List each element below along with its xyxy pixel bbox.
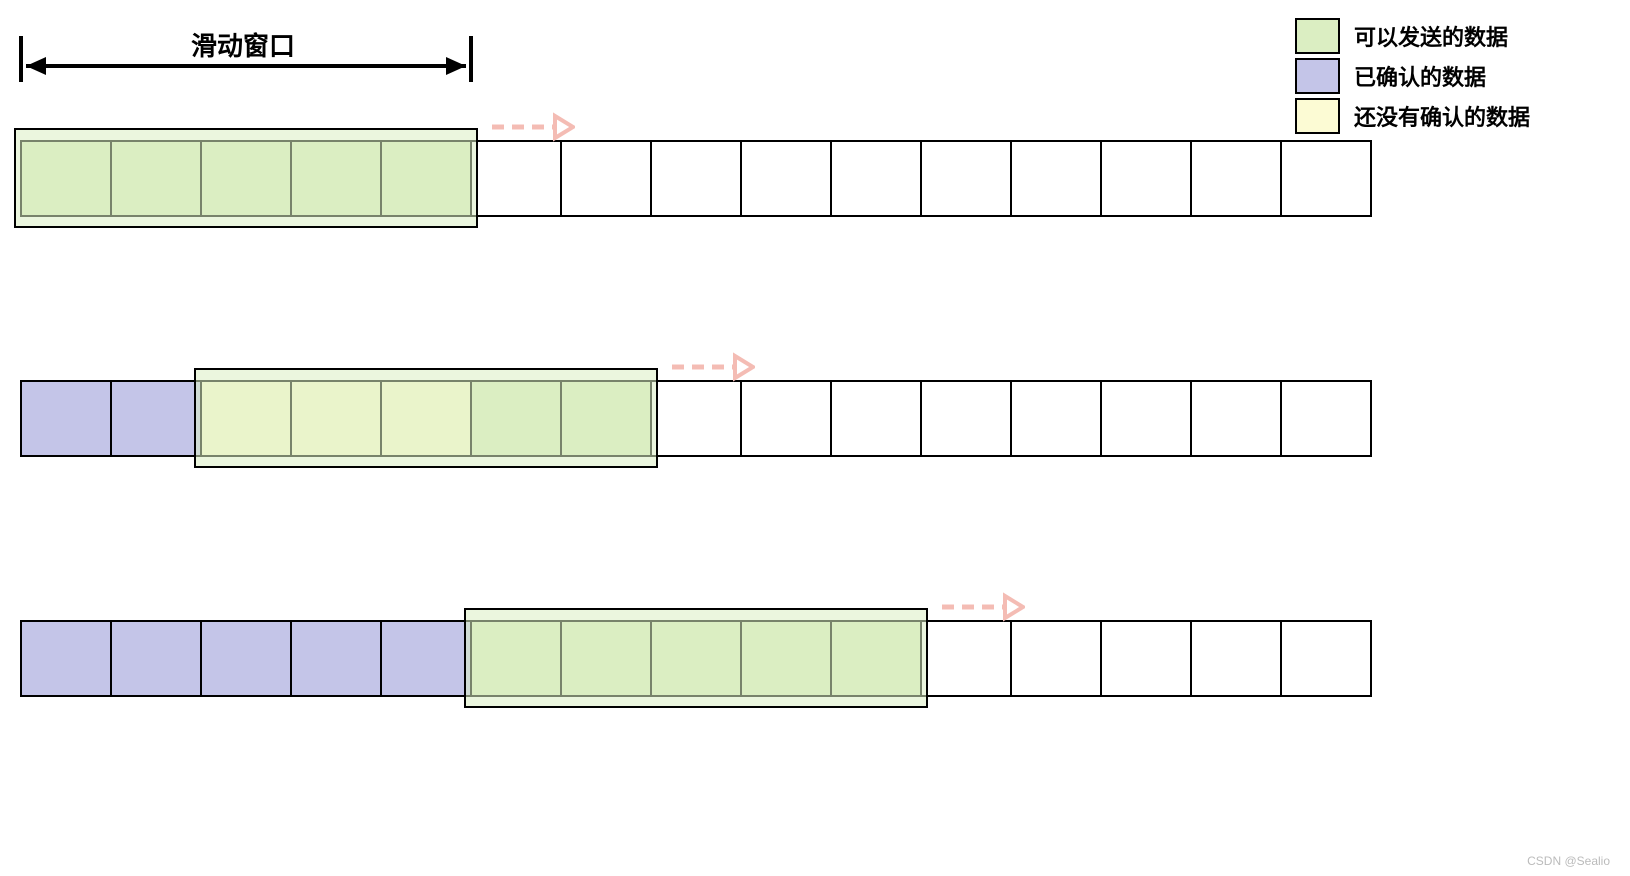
move-arrow-icon bbox=[940, 590, 1025, 629]
cell bbox=[740, 380, 832, 457]
cell bbox=[740, 140, 832, 217]
cell bbox=[650, 140, 742, 217]
cell bbox=[650, 380, 742, 457]
cell bbox=[920, 380, 1012, 457]
bracket-label: 滑动窗口 bbox=[191, 26, 295, 63]
cell bbox=[920, 140, 1012, 217]
cell bbox=[920, 620, 1012, 697]
cell bbox=[830, 380, 922, 457]
cell bbox=[200, 620, 292, 697]
cell bbox=[1100, 140, 1192, 217]
cell bbox=[1190, 140, 1282, 217]
legend-item: 可以发送的数据 bbox=[1295, 18, 1530, 54]
legend-label: 可以发送的数据 bbox=[1354, 20, 1508, 52]
cell bbox=[470, 140, 562, 217]
cell bbox=[1010, 380, 1102, 457]
cell bbox=[1280, 620, 1372, 697]
cell bbox=[20, 380, 112, 457]
sliding-window bbox=[464, 608, 928, 708]
cell bbox=[1100, 620, 1192, 697]
cell bbox=[380, 620, 472, 697]
cell bbox=[1280, 380, 1372, 457]
cell bbox=[1010, 140, 1102, 217]
cell bbox=[1190, 620, 1282, 697]
sliding-window bbox=[194, 368, 658, 468]
cell bbox=[1010, 620, 1102, 697]
watermark: CSDN @Sealio bbox=[1527, 854, 1610, 868]
legend-swatch-sendable bbox=[1295, 18, 1340, 54]
cell bbox=[1190, 380, 1282, 457]
cell bbox=[110, 380, 202, 457]
sliding-window bbox=[14, 128, 478, 228]
cell bbox=[20, 620, 112, 697]
cell bbox=[290, 620, 382, 697]
sliding-window-diagram: 滑动窗口 bbox=[20, 80, 1412, 800]
cell bbox=[560, 140, 652, 217]
cell bbox=[110, 620, 202, 697]
move-arrow-icon bbox=[490, 110, 575, 149]
cell bbox=[830, 140, 922, 217]
move-arrow-icon bbox=[670, 350, 755, 389]
cell bbox=[1100, 380, 1192, 457]
cell bbox=[1280, 140, 1372, 217]
